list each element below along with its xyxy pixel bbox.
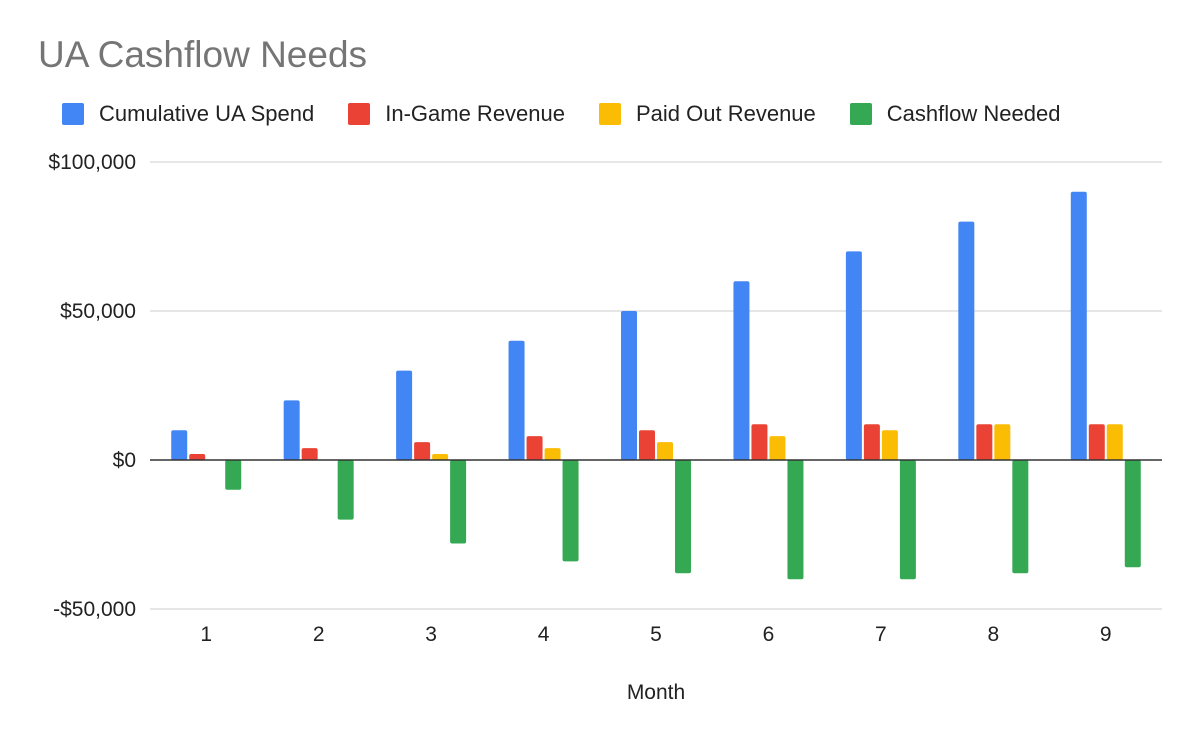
gridlines bbox=[150, 161, 1162, 610]
x-tick-label: 6 bbox=[763, 623, 775, 646]
bar bbox=[958, 221, 975, 460]
bar bbox=[994, 424, 1011, 460]
legend-swatch bbox=[62, 103, 84, 125]
x-tick-label: 8 bbox=[987, 623, 999, 646]
bar bbox=[301, 448, 318, 460]
legend-item: Cumulative UA Spend bbox=[62, 101, 314, 127]
x-axis-title: Month bbox=[627, 681, 685, 704]
legend-swatch bbox=[849, 103, 872, 125]
bar bbox=[787, 460, 804, 580]
bars bbox=[171, 191, 1141, 580]
bar bbox=[508, 340, 525, 460]
legend-item: Paid Out Revenue bbox=[599, 101, 816, 127]
bar bbox=[189, 454, 206, 460]
y-tick-label: $50,000 bbox=[60, 300, 136, 323]
legend-item: Cashflow Needed bbox=[849, 101, 1061, 127]
bar bbox=[1088, 424, 1105, 460]
bar bbox=[396, 370, 413, 460]
bar bbox=[899, 460, 916, 580]
bar bbox=[414, 442, 431, 460]
bar bbox=[283, 400, 300, 460]
bar bbox=[845, 251, 862, 460]
bar bbox=[432, 454, 449, 460]
bar bbox=[337, 460, 354, 520]
bar bbox=[1012, 460, 1029, 574]
bar bbox=[639, 430, 655, 460]
x-axis-ticks: 1 2 3 4 5 6 7 8 9 bbox=[200, 623, 1111, 646]
bar bbox=[657, 442, 673, 460]
legend-swatch bbox=[599, 103, 621, 125]
x-tick-label: 2 bbox=[313, 623, 325, 646]
bar bbox=[171, 430, 188, 460]
bar bbox=[1124, 460, 1141, 568]
legend-swatch bbox=[348, 103, 371, 125]
bar bbox=[621, 311, 637, 460]
x-tick-label: 9 bbox=[1100, 623, 1112, 646]
legend-label: Cashflow Needed bbox=[886, 101, 1061, 126]
legend-label: In-Game Revenue bbox=[385, 101, 565, 126]
bar bbox=[1106, 424, 1123, 460]
x-tick-label: 7 bbox=[875, 623, 887, 646]
bar bbox=[1070, 191, 1087, 461]
bar bbox=[225, 460, 242, 490]
bar bbox=[562, 460, 579, 562]
y-tick-label: $0 bbox=[113, 449, 136, 472]
bar bbox=[675, 460, 691, 574]
x-tick-label: 3 bbox=[425, 623, 437, 646]
bar bbox=[863, 424, 880, 460]
legend-label: Cumulative UA Spend bbox=[99, 101, 315, 126]
bar bbox=[881, 430, 898, 460]
x-tick-label: 1 bbox=[200, 623, 212, 646]
y-tick-label: $100,000 bbox=[48, 151, 136, 174]
y-tick-label: -$50,000 bbox=[53, 598, 136, 621]
bar bbox=[751, 424, 768, 460]
y-axis-ticks: $100,000 $50,000 $0 -$50,000 bbox=[48, 151, 136, 621]
legend-item: In-Game Revenue bbox=[348, 101, 565, 127]
bar bbox=[733, 281, 750, 460]
chart-title: UA Cashflow Needs bbox=[38, 34, 368, 75]
bar bbox=[769, 436, 786, 460]
x-tick-label: 4 bbox=[538, 623, 550, 646]
bar bbox=[450, 460, 467, 544]
legend: Cumulative UA Spend In-Game Revenue Paid O… bbox=[62, 100, 1094, 128]
legend-label: Paid Out Revenue bbox=[636, 101, 816, 126]
x-tick-label: 5 bbox=[650, 623, 662, 646]
bar bbox=[976, 424, 993, 460]
bar bbox=[526, 436, 543, 460]
bar bbox=[544, 448, 561, 460]
